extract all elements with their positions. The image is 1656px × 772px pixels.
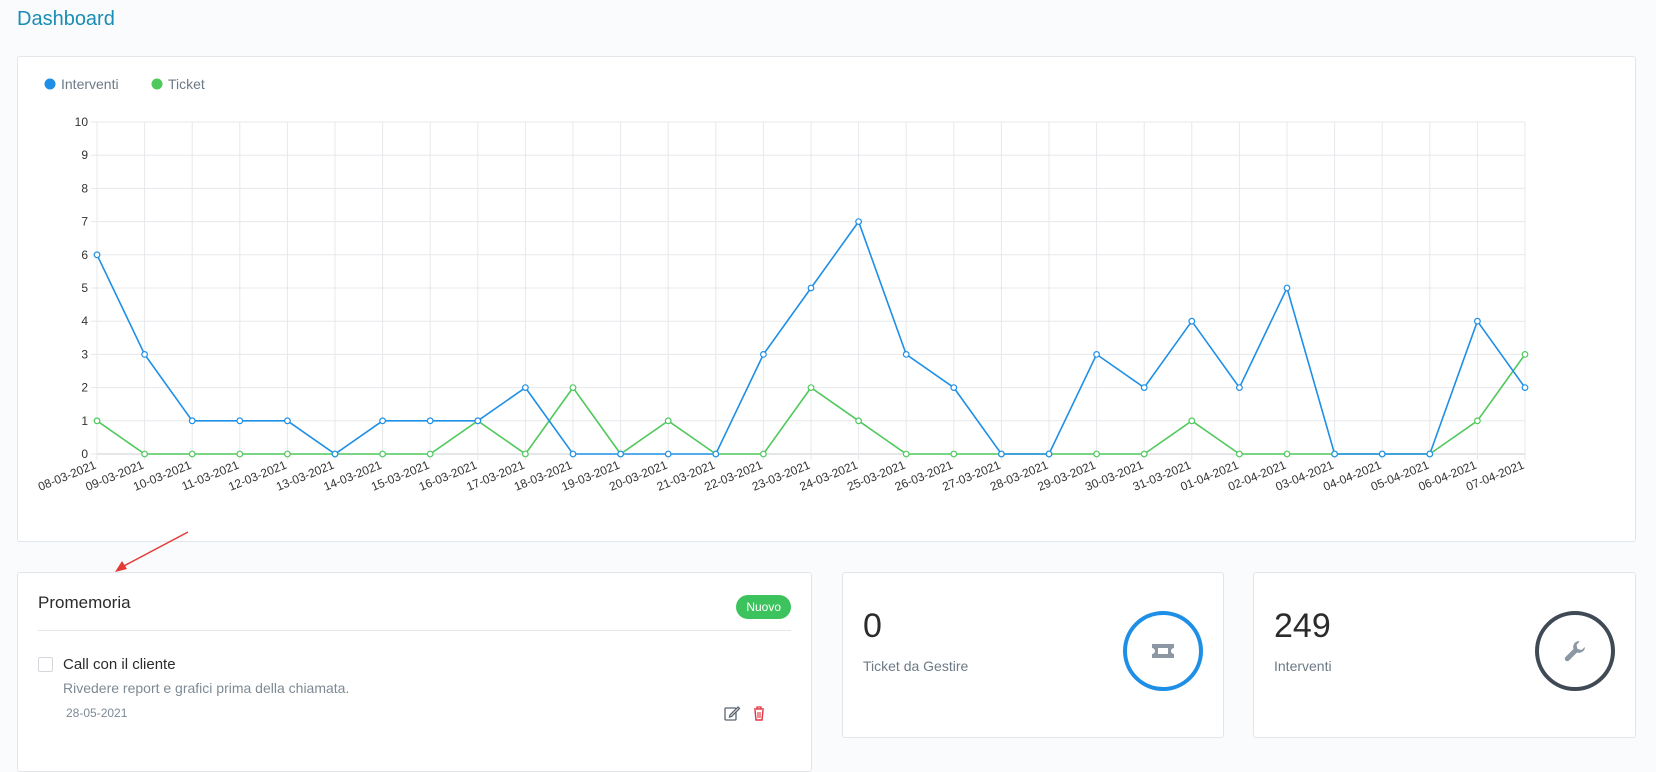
data-point [1521, 384, 1529, 392]
data-point [902, 450, 910, 458]
data-point [664, 417, 672, 425]
reminder-date: 28-05-2021 [66, 706, 128, 720]
data-point [426, 450, 434, 458]
data-point [188, 450, 196, 458]
data-point [1521, 351, 1529, 358]
data-point [617, 450, 624, 458]
data-point [950, 450, 958, 458]
y-tick-label: 7 [81, 215, 88, 229]
data-point [1188, 417, 1196, 425]
data-point [188, 417, 196, 425]
data-point [760, 351, 767, 358]
data-point [331, 450, 339, 458]
promemoria-title: Promemoria [38, 593, 131, 612]
data-point [1140, 450, 1148, 458]
annotation-arrow [115, 531, 189, 572]
new-reminder-button[interactable]: Nuovo [736, 595, 791, 619]
data-point [522, 384, 529, 392]
reminder-description: Rivedere report e grafici prima della ch… [63, 680, 350, 696]
legend-label: Ticket [168, 76, 205, 92]
y-tick-label: 9 [81, 148, 88, 162]
line-chart: 01234567891008-03-202109-03-202110-03-20… [36, 76, 1529, 494]
data-point [284, 417, 291, 425]
y-tick-label: 3 [81, 347, 88, 361]
ticket-stat-card[interactable]: 0 Ticket da Gestire [842, 572, 1224, 738]
y-tick-label: 2 [81, 381, 88, 395]
data-point [1045, 450, 1053, 458]
data-point [236, 417, 244, 425]
y-tick-label: 4 [81, 314, 88, 328]
data-point [284, 450, 291, 458]
data-point [1235, 384, 1243, 392]
data-point [1473, 417, 1481, 425]
data-point [1331, 450, 1338, 458]
legend-label: Interventi [61, 76, 119, 92]
data-point [1473, 317, 1481, 325]
data-point [474, 417, 482, 425]
data-point [141, 351, 148, 358]
data-point [902, 351, 910, 358]
data-point [426, 417, 434, 425]
data-point [855, 417, 862, 425]
data-point [93, 251, 101, 259]
data-point [664, 450, 672, 458]
data-point [807, 384, 815, 392]
data-point [1093, 450, 1100, 458]
chart-card: 0 1 2 3 4 5 6 7 8 9 10 08-03-2021 09-03-2021 10-03-20… [17, 56, 1636, 542]
y-tick-label: 5 [81, 281, 88, 295]
data-point [760, 450, 767, 458]
data-point [998, 450, 1005, 458]
y-tick-label: 0 [81, 447, 88, 461]
data-point [1283, 450, 1291, 458]
wrench-icon [1564, 641, 1585, 662]
legend-swatch [151, 78, 163, 90]
data-point [1378, 450, 1386, 458]
ticket-count: 0 [863, 607, 882, 645]
interventi-count: 249 [1274, 607, 1331, 645]
data-point [855, 218, 862, 226]
interventi-stat-card[interactable]: 249 Interventi [1253, 572, 1636, 738]
ticket-label: Ticket da Gestire [863, 658, 969, 674]
data-point [1283, 284, 1291, 292]
data-point [950, 384, 958, 392]
data-point [1426, 450, 1434, 458]
ticket-icon-ring [1123, 611, 1203, 691]
wrench-icon-ring [1535, 611, 1615, 691]
y-tick-label: 6 [81, 248, 88, 262]
data-point [379, 450, 387, 458]
edit-icon[interactable] [723, 704, 741, 722]
data-point [93, 417, 101, 425]
legend-swatch [44, 78, 56, 90]
data-point [1093, 351, 1100, 358]
reminder-checkbox[interactable] [38, 657, 53, 672]
reminder-title: Call con il cliente [63, 656, 176, 673]
data-point [522, 450, 529, 458]
y-tick-label: 1 [81, 414, 88, 428]
data-point [712, 450, 720, 458]
data-point [1235, 450, 1243, 458]
trash-icon[interactable] [750, 704, 768, 722]
data-point [569, 384, 577, 392]
data-point [141, 450, 148, 458]
interventi-label: Interventi [1274, 658, 1332, 674]
data-point [1140, 384, 1148, 392]
y-tick-label: 8 [81, 181, 88, 195]
ticket-icon [1152, 644, 1174, 658]
data-point [569, 450, 577, 458]
promemoria-card: Promemoria Nuovo Call con il cliente Riv… [17, 572, 812, 772]
data-point [236, 450, 244, 458]
y-tick-label: 10 [75, 115, 89, 129]
page-title: Dashboard [17, 8, 115, 30]
data-point [1188, 317, 1196, 325]
data-point [807, 284, 815, 292]
data-point [379, 417, 387, 425]
divider [38, 630, 791, 631]
